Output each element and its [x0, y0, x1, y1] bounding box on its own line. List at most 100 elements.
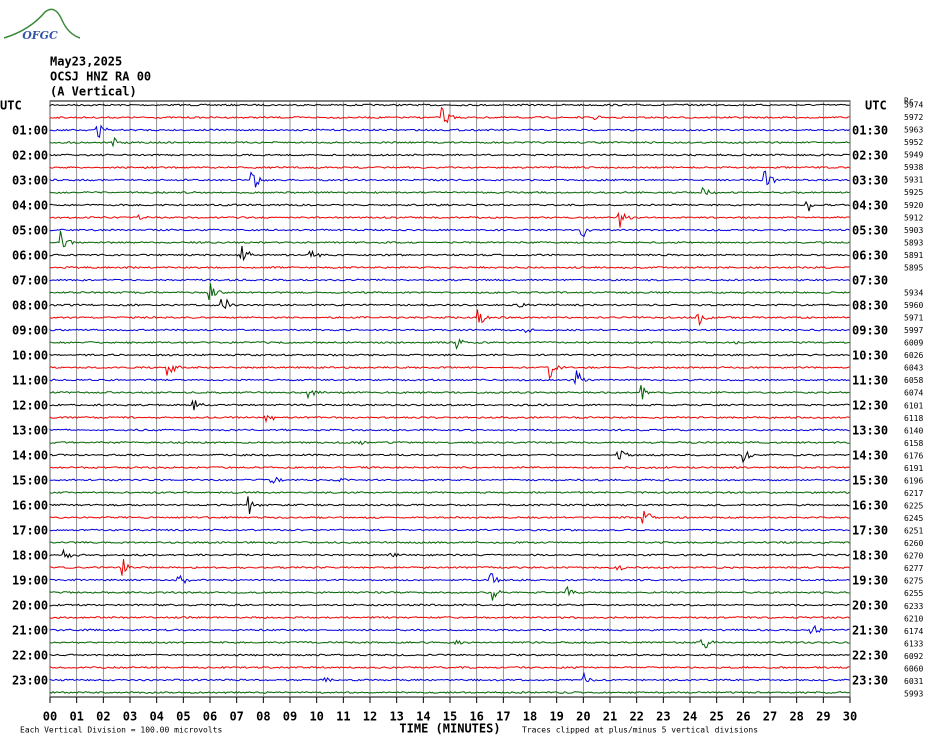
right-axis-label: 02:30	[852, 149, 888, 163]
trace	[49, 399, 850, 411]
count-label: 5974	[904, 101, 923, 110]
trace	[49, 278, 850, 282]
x-tick-label: 11	[336, 710, 350, 724]
x-tick-label: 09	[283, 710, 297, 724]
count-label: 6158	[904, 439, 923, 448]
x-tick-label: 06	[203, 710, 217, 724]
left-axis-label: 09:00	[12, 324, 48, 338]
count-label: 5903	[904, 226, 923, 235]
right-axis-label: 04:30	[852, 199, 888, 213]
trace	[49, 200, 850, 212]
x-tick-label: 19	[549, 710, 563, 724]
count-label: 6270	[904, 552, 923, 561]
left-axis-label: 19:00	[12, 574, 48, 588]
x-tick-label: 16	[469, 710, 483, 724]
trace	[49, 585, 850, 601]
trace	[49, 691, 850, 694]
left-axis-label: 07:00	[12, 274, 48, 288]
left-axis-label: 18:00	[12, 549, 48, 563]
x-tick-label: 20	[576, 710, 590, 724]
trace	[49, 266, 850, 269]
count-label: 6060	[904, 664, 923, 673]
trace	[49, 328, 850, 334]
count-label: 6275	[904, 577, 923, 586]
left-axis-label: 22:00	[12, 649, 48, 663]
count-label: 6031	[904, 677, 923, 686]
trace	[49, 230, 850, 248]
right-axis-label: 16:30	[852, 499, 888, 513]
trace	[49, 491, 850, 494]
trace	[49, 211, 850, 228]
trace	[49, 245, 850, 262]
trace	[49, 440, 850, 446]
left-axis-label: 12:00	[12, 399, 48, 413]
left-axis-label: 08:00	[12, 299, 48, 313]
count-label: 6009	[904, 339, 923, 348]
trace	[49, 510, 850, 524]
count-label: 6043	[904, 364, 923, 373]
right-axis-title: UTC	[865, 99, 887, 113]
trace	[49, 370, 850, 386]
logo-curve	[3, 8, 81, 39]
right-axis-label: 01:30	[852, 124, 888, 138]
trace	[49, 572, 850, 585]
count-label: 5952	[904, 138, 923, 147]
x-tick-label: 07	[229, 710, 243, 724]
count-label: 5960	[904, 301, 923, 310]
count-label: 6074	[904, 389, 923, 398]
trace	[49, 428, 850, 432]
count-label: 5971	[904, 314, 923, 323]
count-label: 5895	[904, 263, 923, 272]
count-label: 5997	[904, 326, 923, 335]
x-tick-label: 23	[656, 710, 670, 724]
x-tick-label: 26	[736, 710, 750, 724]
left-axis-title: UTC	[0, 99, 22, 113]
trace	[49, 298, 850, 310]
x-tick-label: 10	[309, 710, 323, 724]
count-label: 6092	[904, 652, 923, 661]
right-axis-label: 20:30	[852, 599, 888, 613]
x-tick-label: 12	[363, 710, 377, 724]
count-label: 6196	[904, 476, 923, 485]
count-label: 6277	[904, 564, 923, 573]
count-label: 6101	[904, 401, 923, 410]
x-tick-label: 29	[816, 710, 830, 724]
trace	[49, 450, 850, 464]
grid	[49, 100, 851, 703]
x-tick-label: 02	[96, 710, 110, 724]
count-label: 6140	[904, 426, 923, 435]
x-tick-label: 01	[69, 710, 83, 724]
trace	[49, 638, 850, 649]
count-label: 5938	[904, 163, 923, 172]
count-label: 6176	[904, 451, 923, 460]
x-tick-label: 28	[789, 710, 803, 724]
count-label: 6245	[904, 514, 923, 523]
left-axis-label: 20:00	[12, 599, 48, 613]
header-date: May23,2025	[50, 55, 122, 69]
count-label: 6133	[904, 639, 923, 648]
trace	[49, 136, 850, 148]
left-axis-label: 13:00	[12, 424, 48, 438]
x-tick-label: 05	[176, 710, 190, 724]
count-label: 5993	[904, 690, 923, 699]
left-axis-label: 21:00	[12, 624, 48, 638]
left-axis-label: 11:00	[12, 374, 48, 388]
x-tick-label: 18	[523, 710, 537, 724]
x-tick-label: 00	[43, 710, 57, 724]
trace	[49, 665, 850, 670]
trace	[49, 558, 850, 576]
trace	[49, 338, 850, 351]
count-label: 5925	[904, 188, 923, 197]
traces	[49, 103, 850, 694]
trace	[49, 414, 850, 424]
right-axis-label: 06:30	[852, 249, 888, 263]
right-axis-label: 17:30	[852, 524, 888, 538]
left-axis-label: 06:00	[12, 249, 48, 263]
right-axis-label: 03:30	[852, 174, 888, 188]
count-label: 6058	[904, 376, 923, 385]
right-axis-label: 23:30	[852, 674, 888, 688]
logo: OFGC	[22, 29, 58, 42]
trace	[49, 170, 850, 188]
x-tick-label: 08	[256, 710, 270, 724]
